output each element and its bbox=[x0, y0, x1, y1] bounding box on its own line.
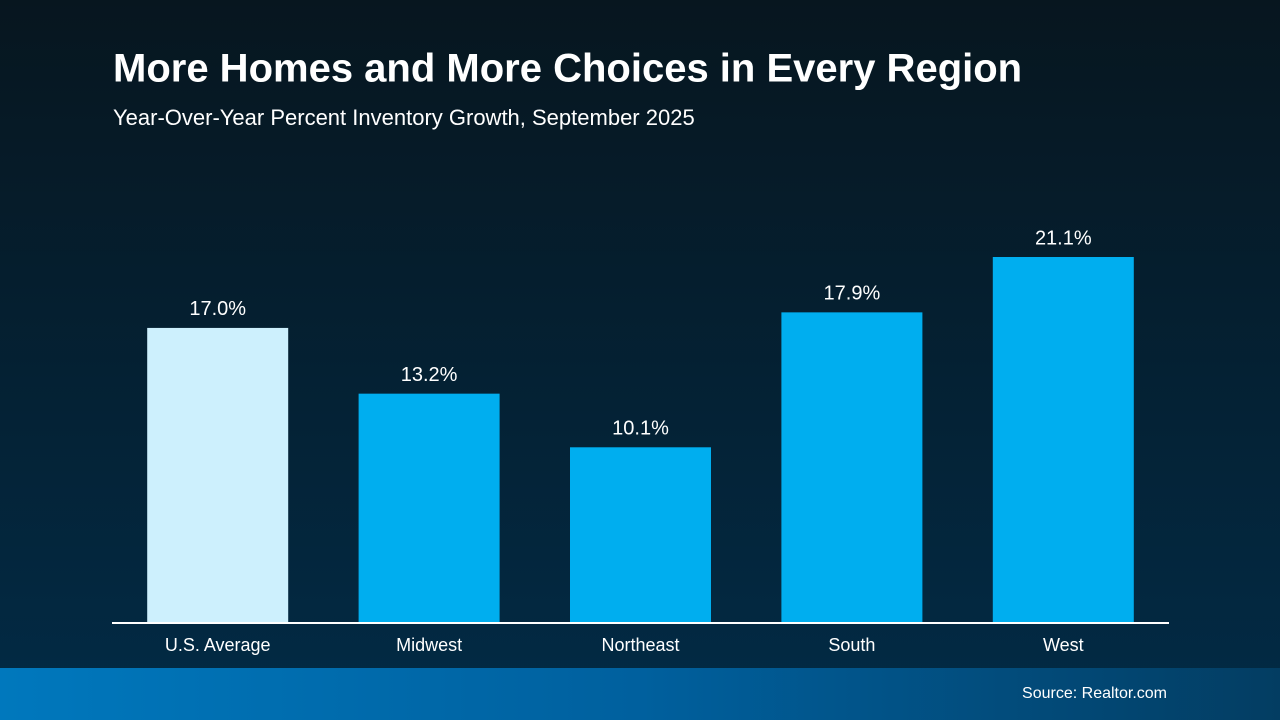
bar bbox=[570, 447, 711, 622]
data-label: 17.0% bbox=[189, 298, 246, 320]
x-tick-label: West bbox=[1043, 635, 1084, 655]
x-tick-label: U.S. Average bbox=[165, 635, 271, 655]
footer-band bbox=[0, 668, 1280, 720]
x-tick-label: Midwest bbox=[396, 635, 462, 655]
chart-title: More Homes and More Choices in Every Reg… bbox=[113, 47, 1022, 91]
bar bbox=[147, 327, 289, 622]
data-label: 10.1% bbox=[612, 418, 669, 440]
x-tick-label: South bbox=[828, 635, 875, 655]
data-label: 17.9% bbox=[824, 283, 881, 305]
bar bbox=[358, 393, 500, 622]
x-tick-label: Northeast bbox=[601, 635, 679, 655]
data-label: 13.2% bbox=[401, 364, 458, 386]
source: Source: Realtor.com bbox=[1022, 685, 1167, 702]
bar bbox=[781, 312, 923, 622]
bar bbox=[992, 257, 1134, 622]
chart-subtitle: Year-Over-Year Percent Inventory Growth,… bbox=[113, 105, 695, 130]
data-label: 21.1% bbox=[1035, 227, 1092, 249]
